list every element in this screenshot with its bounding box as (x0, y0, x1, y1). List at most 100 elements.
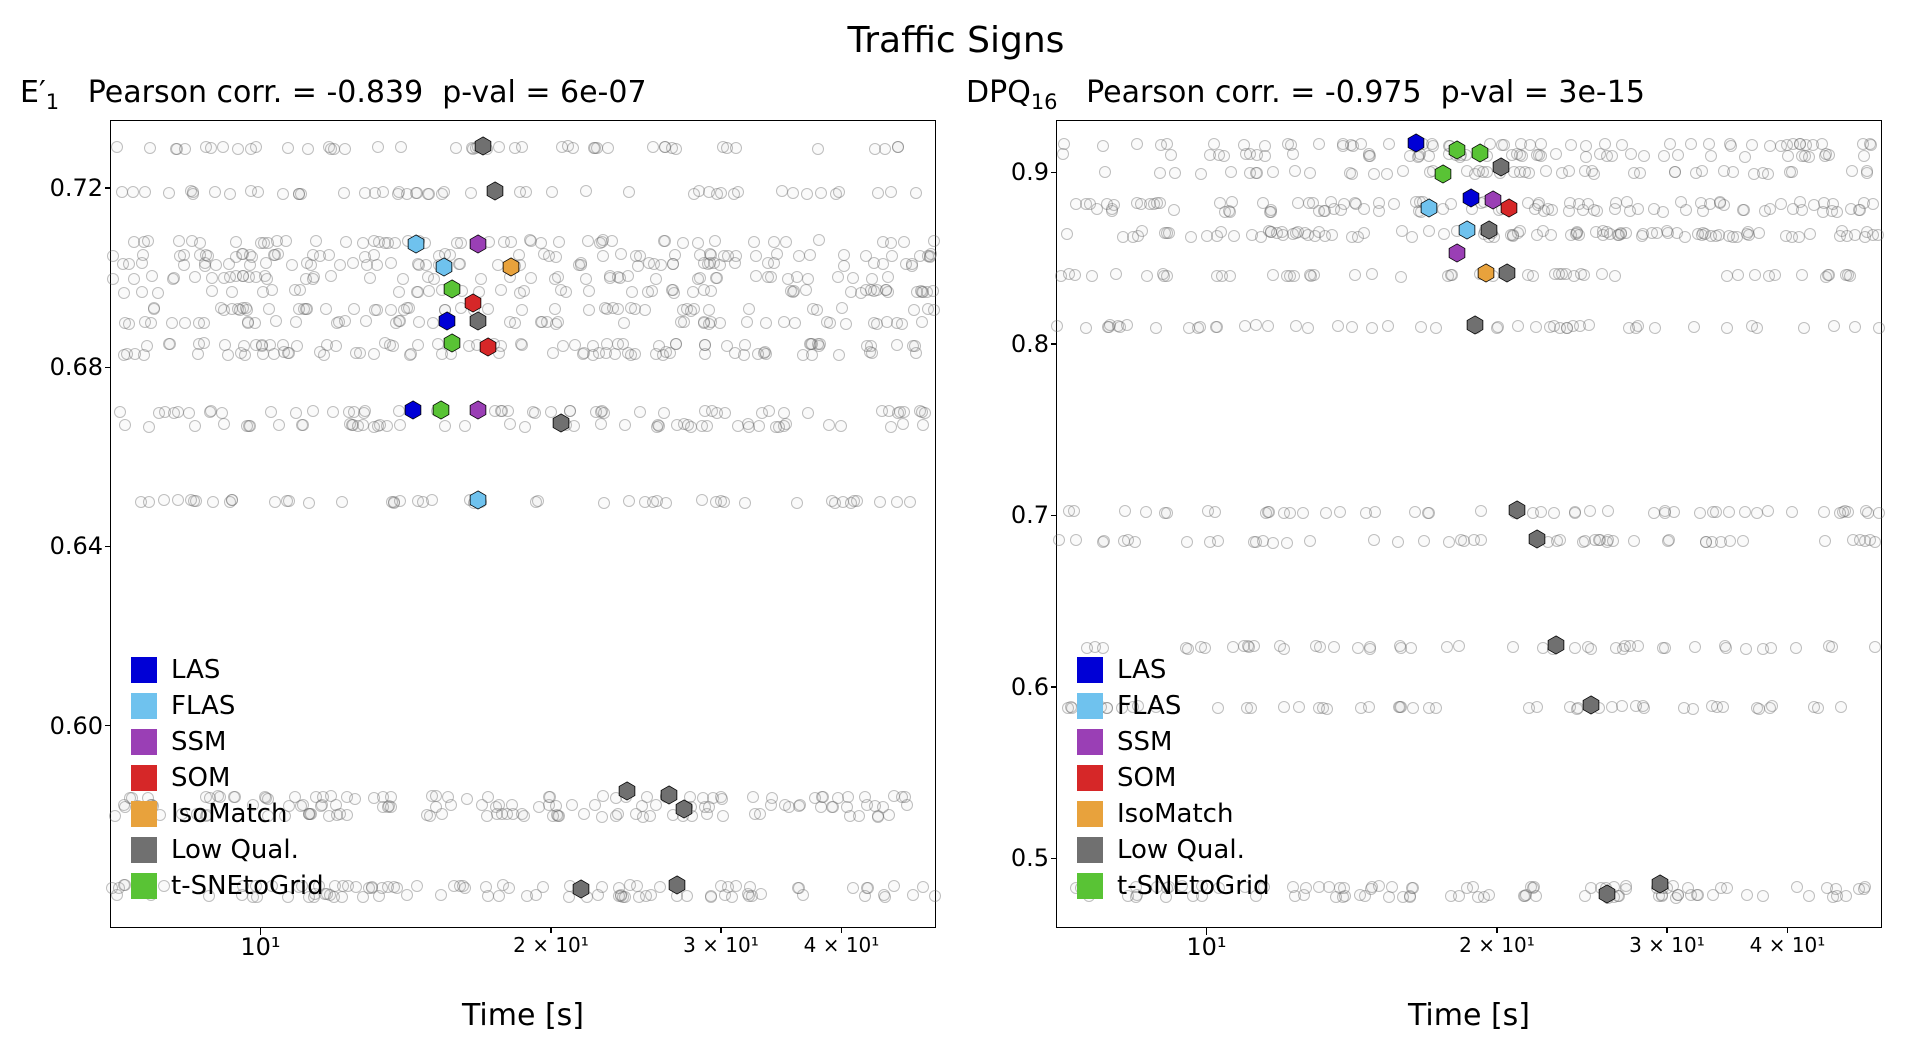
legend-swatch (1077, 837, 1103, 863)
marker-hex (432, 401, 450, 423)
marker-hex (1407, 134, 1425, 156)
panel-subtitle: DPQ16 Pearson corr. = -0.975 p-val = 3e-… (966, 75, 1892, 114)
legend-swatch (131, 729, 157, 755)
marker-hex (469, 311, 487, 333)
y-tick-label: 0.72 (50, 174, 111, 202)
legend-swatch (1077, 801, 1103, 827)
legend-label: IsoMatch (171, 799, 287, 829)
legend-item: SSM (131, 727, 324, 757)
legend-item: t-SNEtoGrid (131, 871, 324, 901)
x-tick-minor-label: 2 × 10¹ (513, 927, 589, 957)
legend-swatch (1077, 693, 1103, 719)
legend-label: t-SNEtoGrid (1117, 871, 1270, 901)
legend-label: SSM (1117, 727, 1172, 757)
legend-swatch (131, 801, 157, 827)
legend-label: SOM (1117, 763, 1176, 793)
legend-label: LAS (1117, 655, 1166, 685)
marker-hex (438, 311, 456, 333)
marker-hex (1471, 144, 1489, 166)
plot-area: 0.50.60.70.80.910¹2 × 10¹3 × 10¹4 × 10¹L… (1056, 120, 1882, 928)
legend-label: t-SNEtoGrid (171, 871, 324, 901)
legend-swatch (131, 837, 157, 863)
legend-swatch (131, 765, 157, 791)
x-axis-label: Time [s] (1056, 998, 1882, 1033)
marker-hex (1457, 221, 1475, 243)
legend-label: IsoMatch (1117, 799, 1233, 829)
y-tick-label: 0.68 (50, 353, 111, 381)
marker-hex (1598, 885, 1616, 907)
y-tick-label: 0.6 (1011, 673, 1057, 701)
marker-hex (1448, 141, 1466, 163)
marker-hex (1462, 189, 1480, 211)
marker-hex (469, 401, 487, 423)
legend: LAS FLAS SSM SOM IsoMatch Low Qual. t-SNEtoGri… (1069, 641, 1278, 915)
x-tick-minor-label: 2 × 10¹ (1459, 927, 1535, 957)
panel-subtitle: E′1 Pearson corr. = -0.839 p-val = 6e-07 (20, 75, 946, 114)
marker-hex (443, 334, 461, 356)
legend-swatch (131, 873, 157, 899)
marker-hex (1651, 875, 1669, 897)
legend-swatch (1077, 729, 1103, 755)
legend-item: FLAS (1077, 691, 1270, 721)
marker-hex (1498, 264, 1516, 286)
main-title: Traffic Signs (20, 20, 1892, 61)
marker-hex (1479, 221, 1497, 243)
marker-hex (1448, 244, 1466, 266)
legend-label: SOM (171, 763, 230, 793)
marker-hex (474, 137, 492, 159)
marker-hex (668, 876, 686, 898)
y-tick-label: 0.64 (50, 532, 111, 560)
x-tick-minor-label: 3 × 10¹ (1629, 927, 1705, 957)
marker-hex (404, 401, 422, 423)
x-axis-label: Time [s] (110, 998, 936, 1033)
legend-item: LAS (1077, 655, 1270, 685)
marker-hex (1546, 636, 1564, 658)
marker-hex (572, 880, 590, 902)
legend-item: IsoMatch (1077, 799, 1270, 829)
legend-swatch (131, 693, 157, 719)
marker-hex (1581, 696, 1599, 718)
legend-label: Low Qual. (171, 835, 299, 865)
marker-hex (1420, 199, 1438, 221)
marker-hex (1434, 165, 1452, 187)
y-tick-label: 0.7 (1011, 501, 1057, 529)
x-tick-minor-label: 4 × 10¹ (1750, 927, 1826, 957)
marker-hex (407, 235, 425, 257)
legend-item: SOM (131, 763, 324, 793)
plot-area: 0.600.640.680.7210¹2 × 10¹3 × 10¹4 × 10¹… (110, 120, 936, 928)
marker-hex (1484, 191, 1502, 213)
y-tick-label: 0.9 (1011, 158, 1057, 186)
legend-label: LAS (171, 655, 220, 685)
y-tick-label: 0.5 (1011, 844, 1057, 872)
panels-row: E′1 Pearson corr. = -0.839 p-val = 6e-07… (20, 75, 1892, 1033)
marker-hex (1492, 158, 1510, 180)
marker-hex (1500, 199, 1518, 221)
legend-label: SSM (171, 727, 226, 757)
marker-hex (486, 182, 504, 204)
legend-item: IsoMatch (131, 799, 324, 829)
legend-item: LAS (131, 655, 324, 685)
legend-item: Low Qual. (1077, 835, 1270, 865)
legend-item: Low Qual. (131, 835, 324, 865)
legend-item: t-SNEtoGrid (1077, 871, 1270, 901)
marker-hex (435, 258, 453, 280)
marker-hex (443, 280, 461, 302)
marker-hex (469, 235, 487, 257)
panel-1: DPQ16 Pearson corr. = -0.975 p-val = 3e-… (966, 75, 1892, 1033)
panel-0: E′1 Pearson corr. = -0.839 p-val = 6e-07… (20, 75, 946, 1033)
legend-label: FLAS (171, 691, 235, 721)
marker-hex (552, 414, 570, 436)
x-tick-minor-label: 4 × 10¹ (804, 927, 880, 957)
marker-hex (479, 338, 497, 360)
marker-hex (618, 782, 636, 804)
marker-hex (1477, 264, 1495, 286)
legend-label: FLAS (1117, 691, 1181, 721)
legend-item: SOM (1077, 763, 1270, 793)
legend-swatch (1077, 765, 1103, 791)
legend-label: Low Qual. (1117, 835, 1245, 865)
legend: LAS FLAS SSM SOM IsoMatch Low Qual. t-SNEtoGri… (123, 641, 332, 915)
marker-hex (1466, 316, 1484, 338)
marker-hex (502, 258, 520, 280)
legend-swatch (131, 657, 157, 683)
legend-swatch (1077, 873, 1103, 899)
